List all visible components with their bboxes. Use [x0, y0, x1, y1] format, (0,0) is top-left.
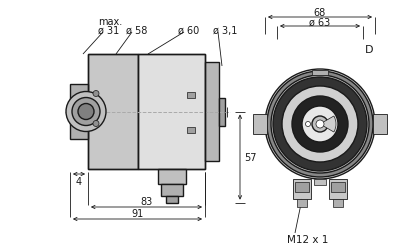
Bar [312, 71, 328, 76]
Circle shape [72, 98, 100, 126]
Bar [297, 199, 307, 207]
Circle shape [312, 116, 328, 133]
Circle shape [282, 87, 358, 162]
Circle shape [265, 70, 375, 179]
Text: 4: 4 [76, 176, 82, 186]
Circle shape [271, 76, 369, 173]
Bar [205, 63, 219, 161]
Text: ø 63: ø 63 [309, 18, 331, 28]
Bar [219, 98, 225, 126]
Text: ø 31: ø 31 [98, 26, 119, 36]
Bar [70, 85, 88, 139]
Text: ø 3,1: ø 3,1 [213, 26, 237, 36]
Text: M12 x 1: M12 x 1 [287, 234, 329, 244]
Bar [138, 55, 205, 169]
Bar [314, 179, 326, 185]
Wedge shape [320, 116, 336, 133]
Bar [158, 169, 186, 185]
Bar [166, 196, 178, 203]
Bar [187, 92, 195, 98]
Circle shape [292, 97, 348, 152]
Bar [88, 55, 138, 169]
Bar [333, 199, 343, 207]
Text: 57: 57 [244, 152, 256, 162]
Bar [187, 127, 195, 133]
Bar [253, 115, 267, 135]
Circle shape [273, 78, 367, 171]
Bar [295, 182, 309, 192]
Text: ø 60: ø 60 [178, 26, 199, 36]
Bar [293, 179, 311, 199]
Bar [88, 55, 205, 169]
Bar [161, 185, 183, 196]
Circle shape [93, 121, 99, 127]
Bar [329, 179, 347, 199]
Circle shape [316, 120, 324, 129]
Circle shape [305, 122, 310, 127]
Text: D: D [365, 45, 374, 55]
Bar [331, 182, 345, 192]
Text: 68: 68 [314, 8, 326, 18]
Circle shape [93, 91, 99, 97]
Text: max.: max. [98, 17, 122, 27]
Circle shape [267, 72, 373, 177]
Circle shape [66, 92, 106, 132]
Circle shape [302, 107, 338, 142]
Circle shape [78, 104, 94, 120]
Text: 91: 91 [132, 208, 144, 218]
Text: 83: 83 [140, 196, 153, 206]
Text: ø 58: ø 58 [126, 26, 147, 36]
Bar [373, 115, 387, 135]
